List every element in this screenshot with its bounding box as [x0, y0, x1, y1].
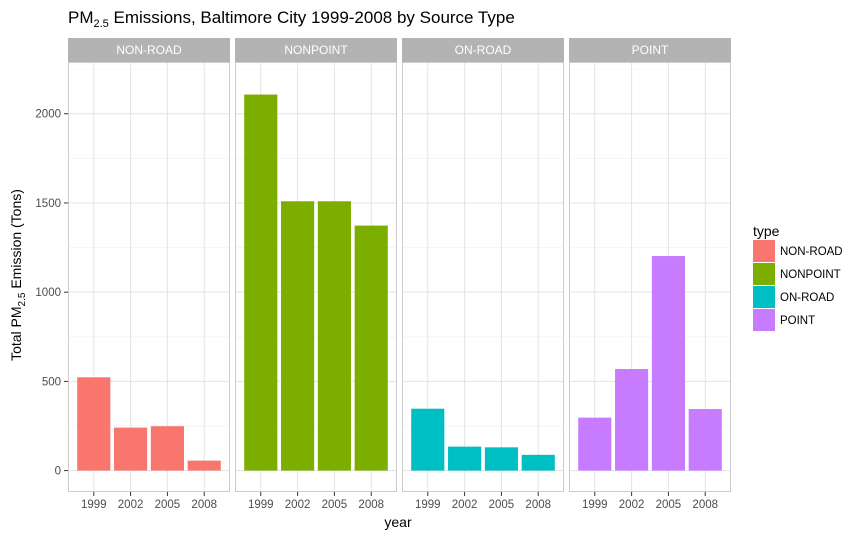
facet-strip-label: POINT [632, 43, 669, 57]
panel-border [402, 62, 564, 492]
chart-title-subscript: 2.5 [94, 18, 109, 30]
x-tick-label: 2002 [619, 499, 645, 511]
x-tick-label: 2008 [525, 499, 551, 511]
x-tick-label: 1999 [415, 499, 441, 511]
legend-label: POINT [780, 315, 815, 327]
x-tick-label: 2002 [118, 499, 144, 511]
x-tick-label: 2005 [155, 499, 181, 511]
y-tick-label: 500 [42, 376, 61, 388]
facet-panel-nonpoint: NONPOINT [235, 38, 397, 492]
legend-item-on-road: ON-ROAD [753, 286, 834, 308]
bar-point-1999 [578, 417, 612, 471]
y-axis: 0 500 1000 1500 2000 [35, 109, 68, 478]
facet-strip [402, 38, 564, 62]
legend-label: NONPOINT [780, 269, 841, 281]
bar-nonpoint-1999 [244, 94, 278, 471]
y-axis-title: Total PM2.5 Emission (Tons) [8, 189, 28, 361]
facet-strip-label: NON-ROAD [116, 43, 182, 57]
legend-swatch [753, 263, 775, 285]
panel-border [235, 62, 397, 492]
legend-label: ON-ROAD [780, 292, 834, 304]
y-tick-label: 2000 [35, 109, 61, 121]
legend-swatch [753, 240, 775, 262]
x-tick-label: 1999 [81, 499, 107, 511]
bar-nonpoint-2005 [317, 201, 351, 471]
facet-strip-label: ON-ROAD [455, 43, 512, 57]
legend-item-point: POINT [753, 309, 815, 331]
x-tick-label: 2002 [285, 499, 311, 511]
x-axis-title: year [384, 514, 412, 530]
x-tick-label: 2002 [452, 499, 478, 511]
bar-non-road-2002 [114, 427, 148, 471]
bar-on-road-2008 [521, 454, 555, 471]
x-tick-label: 1999 [248, 499, 274, 511]
bar-non-road-2008 [187, 460, 221, 471]
bar-point-2002 [615, 369, 649, 471]
legend: type NON-ROAD NONPOINT ON-ROAD POINT [753, 223, 843, 331]
bar-non-road-2005 [150, 426, 184, 471]
x-tick-label: 2005 [322, 499, 348, 511]
bar-point-2008 [688, 409, 722, 471]
x-tick-label: 2005 [489, 499, 515, 511]
y-axis-title-main: Total PM [8, 306, 24, 360]
legend-item-non-road: NON-ROAD [753, 240, 843, 262]
legend-swatch [753, 309, 775, 331]
x-tick-label: 1999 [582, 499, 608, 511]
bar-non-road-1999 [77, 377, 111, 471]
chart-title: PM2.5 Emissions, Baltimore City 1999-200… [68, 8, 515, 30]
y-tick-label: 0 [55, 466, 61, 478]
bar-on-road-2002 [448, 446, 482, 471]
facet-strip [235, 38, 397, 62]
facet-panel-on-road: ON-ROAD [402, 38, 564, 492]
y-axis-title-subscript: 2.5 [17, 292, 28, 306]
x-axis: 1999 2002 2005 2008 1999 2002 2005 2008 1999 2002… [81, 492, 718, 511]
legend-item-nonpoint: NONPOINT [753, 263, 841, 285]
bar-on-road-1999 [411, 408, 445, 471]
legend-swatch [753, 286, 775, 308]
chart-title-rest: Emissions, Baltimore City 1999-2008 by S… [109, 8, 515, 27]
bar-point-2005 [651, 256, 685, 471]
panel-border [68, 62, 230, 492]
bar-nonpoint-2002 [281, 201, 315, 471]
facet-panel-non-road: NON-ROAD [68, 38, 230, 492]
x-tick-label: 2008 [191, 499, 217, 511]
bar-nonpoint-2008 [354, 225, 388, 471]
facet-strip [569, 38, 731, 62]
y-axis-title-rest: Emission (Tons) [8, 189, 24, 292]
facet-panels: NON-ROAD NONPOINT ON-ROAD POINT [68, 38, 731, 492]
chart-title-main: PM [68, 8, 94, 27]
x-tick-label: 2005 [656, 499, 682, 511]
bar-on-road-2005 [484, 447, 518, 471]
facet-panel-point: POINT [569, 38, 731, 492]
facet-strip [68, 38, 230, 62]
legend-title: type [753, 223, 780, 239]
facet-strip-label: NONPOINT [284, 43, 348, 57]
y-tick-label: 1500 [35, 198, 61, 210]
x-tick-label: 2008 [692, 499, 718, 511]
x-tick-label: 2008 [358, 499, 384, 511]
y-tick-label: 1000 [35, 287, 61, 299]
legend-label: NON-ROAD [780, 246, 843, 258]
panel-border [569, 62, 731, 492]
